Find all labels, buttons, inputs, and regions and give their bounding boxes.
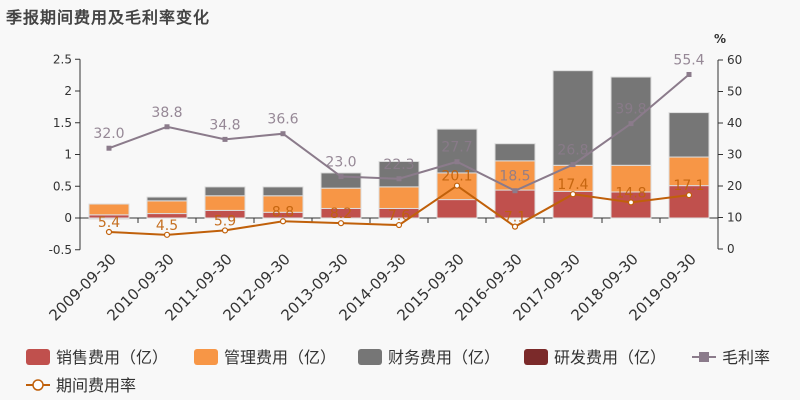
bar-1 [378,186,420,209]
data-label: 5.9 [214,213,236,229]
data-label: 17.4 [557,177,588,193]
bar-0 [610,191,652,219]
line-point [627,199,635,206]
data-label: 23.0 [325,155,356,171]
data-label: 20.1 [441,169,472,185]
line-point [337,220,345,227]
data-label: 17.1 [673,178,704,194]
left-tick-label: 1 [64,148,72,162]
bar-0 [436,199,478,219]
data-label: 7.1 [504,210,526,226]
data-label: 18.5 [499,169,530,185]
data-label: 26.8 [557,143,588,159]
line-point [279,218,287,225]
data-label: 36.6 [267,112,298,128]
chart-title: 季报期间费用及毛利率变化 [6,8,211,27]
line-point [686,71,692,77]
data-label: 14.8 [615,185,646,201]
right-tick-label: 30 [727,148,742,162]
left-tick-label: 0.5 [53,179,72,193]
line-point [569,191,577,198]
data-label: 32.0 [93,126,124,142]
line-point [105,228,113,236]
right-tick-label: 20 [727,179,742,193]
bar-1 [88,203,130,216]
data-label: 34.8 [209,117,240,133]
data-label: 22.3 [383,157,414,173]
line-point [453,182,461,189]
right-tick-label: 60 [727,53,742,67]
line-point [338,174,344,180]
bar-2 [436,128,478,174]
bar-1 [610,164,652,193]
bar-2 [88,217,130,220]
legend-label: 研发费用（亿） [554,348,666,367]
bar-1 [204,195,246,211]
legend-label: 毛利率 [722,348,770,367]
line-point [396,176,402,182]
line-point [280,131,286,137]
data-label: 7.6 [388,208,410,224]
data-label: 39.8 [615,102,646,118]
bar-2 [204,186,246,197]
data-label: 55.4 [673,52,704,68]
left-tick-label: 2.5 [53,52,72,66]
bar-2 [668,112,710,158]
line-point [222,136,228,142]
data-label: 38.8 [151,105,182,121]
legend-marker [32,379,44,391]
legend-marker [699,352,709,362]
legend-swatch-0 [26,349,50,365]
line-point [512,188,518,194]
bar-2 [494,143,536,162]
right-tick-label: 50 [727,85,742,99]
bar-0 [494,189,536,219]
right-axis-unit: % [714,32,726,46]
bar-2 [146,196,188,202]
line-point [511,223,519,230]
bar-0 [668,185,710,219]
legend-label: 期间费用率 [56,376,136,395]
left-tick-label: 1.5 [53,116,72,130]
data-label: 4.5 [156,218,178,234]
legend-label: 管理费用（亿） [224,348,336,367]
bar-1 [146,200,188,215]
bar-2 [552,70,594,166]
legend-swatch-1 [194,349,218,365]
line-point [454,159,460,165]
left-tick-label: -0.5 [49,243,72,257]
line-point [570,162,576,168]
legend-swatch-2 [358,349,382,365]
left-tick-label: 2 [64,84,72,98]
line-point [106,145,112,151]
legend-label: 财务费用（亿） [388,348,500,367]
left-tick-label: 0 [64,211,72,225]
line-point [163,231,171,238]
legend-label: 销售费用（亿） [56,348,168,367]
bar-1 [668,156,710,187]
line-point [395,221,403,229]
bar-2 [262,186,304,197]
line-point [164,124,170,130]
data-label: 8.8 [272,204,294,220]
line-point [685,192,693,199]
right-tick-label: 40 [727,116,742,130]
data-label: 5.4 [98,215,120,231]
line-point [221,227,229,234]
data-label: 27.7 [441,140,472,156]
legend-swatch-3 [524,349,548,365]
right-tick-label: 0 [727,242,735,256]
data-label: 8.2 [330,206,352,222]
line-point [628,121,634,127]
right-tick-label: 10 [727,211,742,225]
